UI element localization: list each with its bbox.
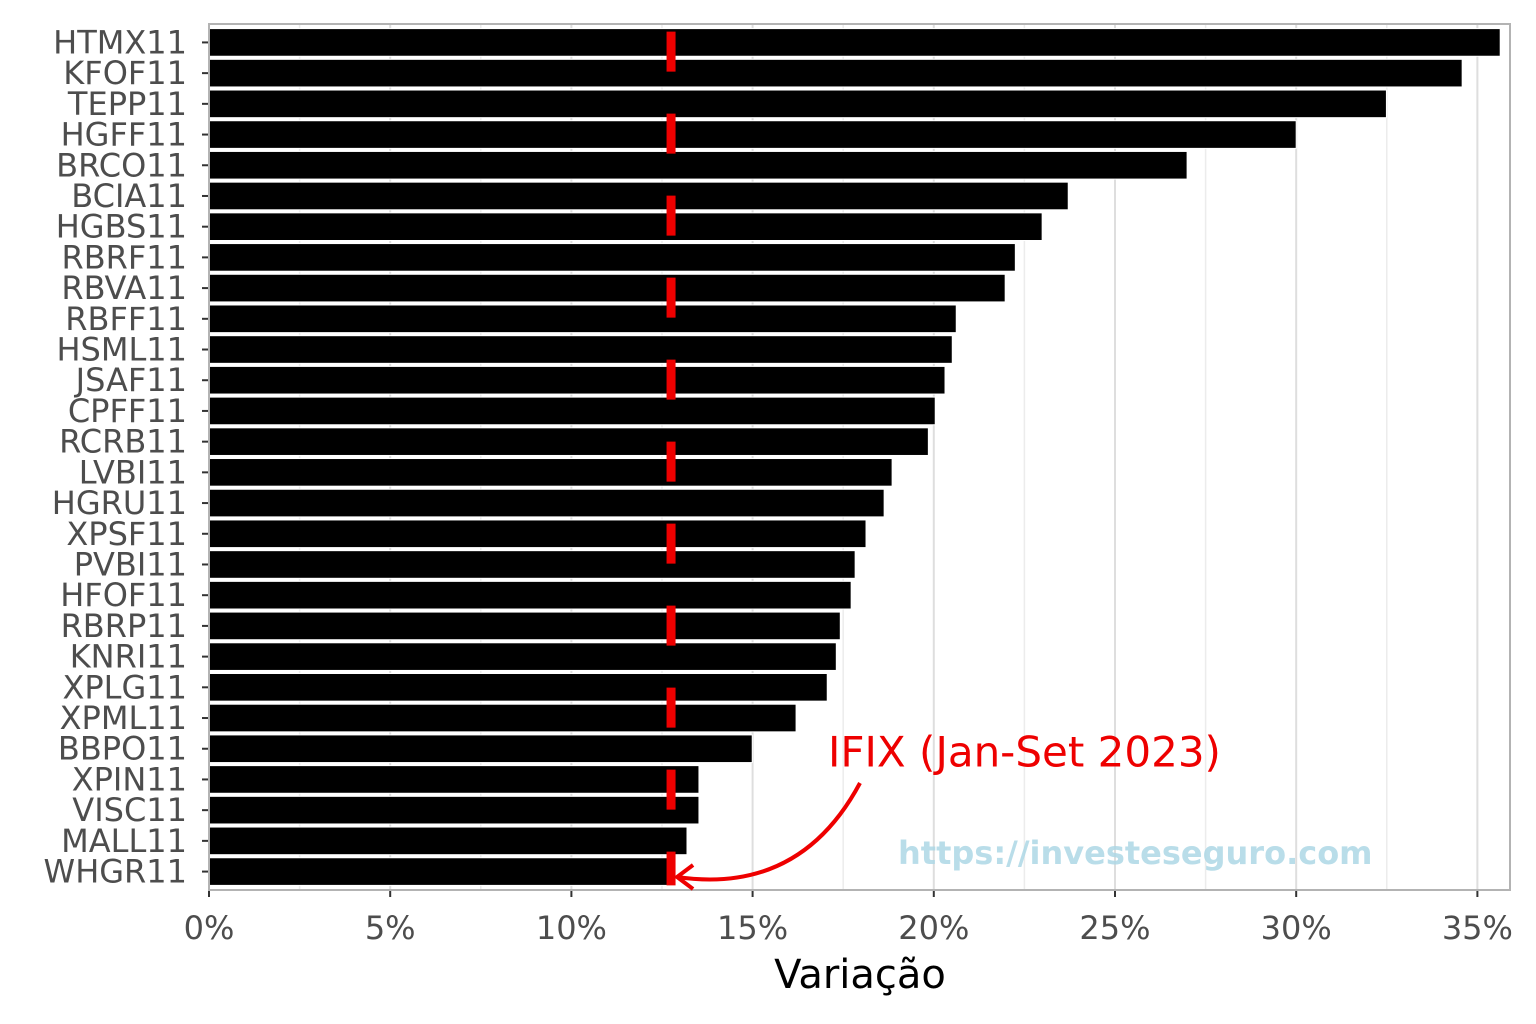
y-tick-label: RBFF11 — [65, 300, 187, 338]
bar — [208, 335, 953, 364]
watermark: https://investeseguro.com — [898, 834, 1373, 872]
bar — [208, 642, 837, 671]
bar — [208, 427, 929, 456]
bar — [208, 580, 852, 610]
annotation-arrow — [676, 782, 862, 882]
y-tick-label: BRCO11 — [56, 146, 187, 184]
x-tick-label: 20% — [898, 909, 969, 947]
y-tick-label: KFOF11 — [63, 54, 187, 92]
x-tick-label: 25% — [1079, 909, 1150, 947]
y-tick-label: RBRP11 — [61, 607, 187, 645]
bar — [208, 519, 867, 549]
y-tick-label: LVBI11 — [79, 453, 187, 491]
x-tick-label: 15% — [717, 909, 788, 947]
y-tick-label: RBRF11 — [61, 238, 187, 276]
y-tick-label: HFOF11 — [60, 576, 187, 614]
bar — [208, 28, 1501, 57]
bar — [208, 734, 753, 764]
y-tick-label: XPLG11 — [62, 668, 187, 706]
y-tick-label: XPML11 — [60, 699, 187, 737]
y-tick-label: BBPO11 — [58, 730, 187, 768]
y-tick-label: WHGR11 — [44, 853, 187, 891]
bar — [208, 120, 1297, 149]
bar — [208, 795, 700, 825]
bar — [208, 550, 856, 579]
bar — [208, 365, 946, 395]
bar — [208, 611, 841, 641]
y-tick-label: RBVA11 — [61, 269, 187, 307]
bar — [208, 703, 797, 733]
bar — [208, 458, 893, 487]
y-tick-label: MALL11 — [61, 822, 187, 860]
x-tick-label: 5% — [365, 909, 416, 947]
bar — [208, 212, 1043, 242]
y-tick-label: HGBS11 — [56, 208, 187, 246]
y-tick-label: PVBI11 — [74, 545, 187, 583]
y-tick-label: XPIN11 — [72, 760, 187, 798]
bar — [208, 181, 1069, 211]
y-tick-label: KNRI11 — [70, 638, 187, 676]
y-tick-label: CPFF11 — [68, 392, 187, 430]
bar — [208, 273, 1006, 303]
bar — [208, 488, 885, 518]
x-tick-label: 35% — [1442, 909, 1513, 947]
x-tick-label: 10% — [536, 909, 607, 947]
bar — [208, 89, 1387, 119]
y-tick-label: HTMX11 — [53, 23, 187, 61]
bar — [208, 150, 1188, 180]
y-tick-label: TEPP11 — [67, 85, 187, 123]
annotation: IFIX (Jan-Set 2023) — [828, 728, 1221, 777]
bar — [208, 304, 957, 334]
y-tick-label: HGFF11 — [61, 116, 187, 154]
bar — [208, 673, 828, 702]
x-tick-label: 30% — [1261, 909, 1332, 947]
x-axis-label: Variação — [774, 952, 946, 998]
panel-border — [208, 23, 1511, 891]
y-tick-label: XPSF11 — [66, 515, 187, 553]
x-tick-label: 0% — [184, 909, 235, 947]
bar — [208, 396, 936, 426]
bar — [208, 826, 688, 856]
bar — [208, 765, 700, 794]
y-tick-label: VISC11 — [72, 791, 187, 829]
bar — [208, 243, 1016, 272]
y-tick-label: RCRB11 — [59, 423, 187, 461]
y-tick-label: BCIA11 — [71, 177, 187, 215]
bar — [208, 58, 1463, 88]
y-tick-label: HSML11 — [56, 331, 187, 369]
y-tick-label: JSAF11 — [74, 361, 187, 399]
y-tick-label: HGRU11 — [52, 484, 187, 522]
annotation-arrowhead — [673, 863, 695, 891]
bar — [208, 857, 669, 886]
